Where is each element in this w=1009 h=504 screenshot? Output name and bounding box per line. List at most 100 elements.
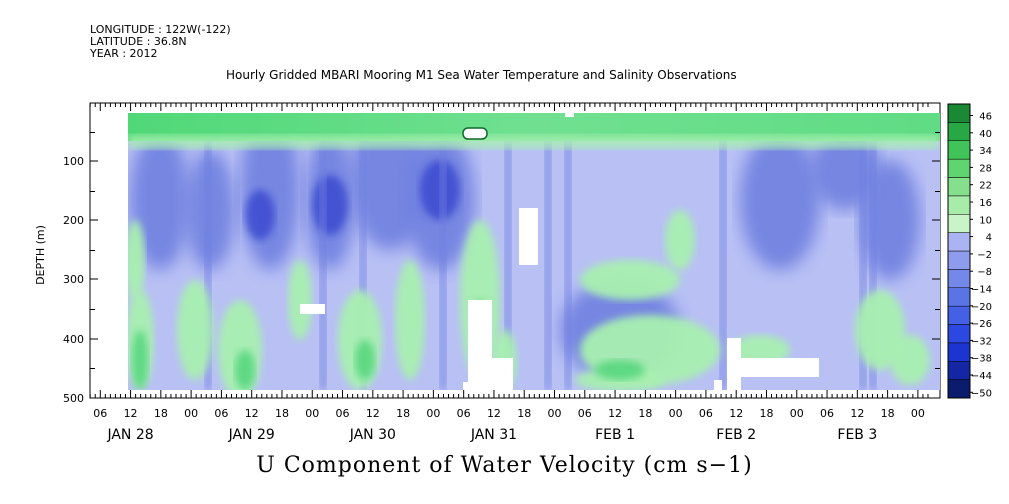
x-day-label: FEB 2 — [716, 427, 756, 443]
colorbar-label: 16 — [979, 198, 992, 209]
colorbar-swatch — [947, 122, 971, 141]
colorbar-swatch — [947, 379, 971, 399]
x-tick-label: 00 — [669, 407, 683, 420]
low-velocity-region — [860, 160, 920, 280]
x-tick-label: 18 — [396, 407, 410, 420]
y-tick-label: 300 — [63, 273, 84, 286]
colorbar-label: 10 — [979, 215, 992, 226]
colorbar-swatch — [947, 177, 971, 197]
positive-velocity-region — [395, 260, 425, 380]
missing-data-gap — [565, 113, 574, 117]
x-tick-label: 18 — [759, 407, 773, 420]
colorbar: 46 40 34 28 22 16 10 4 −2 −8 −14 −20 −26 −32 −38 −44 −50 — [947, 103, 992, 399]
x-tick-label: 18 — [638, 407, 652, 420]
x-tick-label: 00 — [305, 407, 319, 420]
x-tick-label: 00 — [548, 407, 562, 420]
missing-data-gap — [740, 358, 819, 377]
x-tick-label: 18 — [881, 407, 895, 420]
x-tick-label: 06 — [93, 407, 107, 420]
colorbar-label: 22 — [979, 181, 992, 192]
y-axis-label: DEPTH (m) — [34, 225, 47, 285]
colorbar-swatch — [947, 140, 971, 160]
colorbar-swatch — [947, 305, 971, 325]
latitude-label: LATITUDE : 36.8N — [90, 35, 187, 48]
colorbar-swatch — [947, 195, 971, 215]
colorbar-label: −32 — [971, 336, 992, 347]
low-velocity-streak — [440, 133, 446, 390]
colorbar-label: −50 — [971, 388, 992, 399]
colorbar-label: −38 — [971, 354, 992, 365]
x-day-label: JAN 29 — [228, 427, 275, 443]
low-velocity-streak — [205, 133, 211, 390]
x-tick-label: 06 — [457, 407, 471, 420]
colorbar-border — [947, 103, 971, 399]
missing-data-gap — [519, 208, 538, 265]
low-velocity-streak — [360, 133, 366, 390]
y-tick-label: 100 — [63, 155, 84, 168]
missing-data-gap — [490, 358, 513, 390]
missing-data-gap — [727, 338, 741, 390]
x-tick-label: 06 — [820, 407, 834, 420]
x-tick-label: 12 — [608, 407, 622, 420]
x-tick-label: 06 — [699, 407, 713, 420]
colorbar-swatch — [947, 269, 971, 288]
colorbar-label: −44 — [971, 371, 992, 382]
colorbar-swatch — [947, 158, 971, 178]
x-tick-label: 12 — [366, 407, 380, 420]
colorbar-label: 34 — [979, 146, 992, 157]
colorbar-label: 28 — [979, 163, 992, 174]
x-day-label: JAN 31 — [470, 427, 517, 443]
bottom-title: U Component of Water Velocity (cm s−1) — [256, 453, 753, 478]
colorbar-label: 4 — [986, 233, 992, 244]
x-tick-label: 12 — [245, 407, 259, 420]
colorbar-swatch — [947, 232, 971, 252]
low-velocity-streak — [565, 133, 571, 390]
y-tick-label: 200 — [63, 214, 84, 227]
strong-positive-region — [595, 360, 645, 380]
x-tick-label: 06 — [214, 407, 228, 420]
low-velocity-streak — [860, 133, 866, 390]
surface-transition — [128, 135, 940, 149]
colorbar-swatch — [947, 250, 971, 270]
missing-data-gap — [463, 382, 469, 390]
positive-velocity-region — [890, 335, 930, 385]
low-velocity-region — [740, 130, 820, 270]
x-tick-label: 18 — [517, 407, 531, 420]
y-tick-label: 400 — [63, 333, 84, 346]
x-day-label: FEB 3 — [837, 427, 877, 443]
positive-velocity-region — [580, 260, 680, 300]
x-tick-label: 06 — [578, 407, 592, 420]
colorbar-label: 40 — [979, 129, 992, 140]
positive-velocity-region — [665, 210, 695, 270]
low-velocity-region — [130, 130, 190, 270]
strong-positive-region — [235, 350, 255, 390]
strong-positive-region — [132, 330, 148, 390]
minimum-velocity-region — [312, 175, 348, 235]
positive-velocity-region — [730, 335, 790, 365]
low-velocity-streak — [870, 133, 876, 390]
low-velocity-streak — [545, 133, 551, 390]
x-tick-label: 18 — [275, 407, 289, 420]
x-tick-label: 12 — [487, 407, 501, 420]
missing-data-gap — [300, 304, 325, 314]
low-velocity-streak — [720, 133, 726, 390]
x-day-label: JAN 30 — [349, 427, 396, 443]
y-tick-label: 500 — [63, 392, 84, 405]
x-tick-label: 18 — [154, 407, 168, 420]
missing-data-gap — [468, 300, 492, 390]
minimum-velocity-region — [245, 190, 275, 240]
colorbar-label: −8 — [977, 267, 992, 278]
x-tick-label: 00 — [184, 407, 198, 420]
chart-title: Hourly Gridded MBARI Mooring M1 Sea Wate… — [226, 68, 737, 82]
colorbar-swatch — [947, 214, 971, 233]
colorbar-label: −20 — [971, 302, 992, 313]
colorbar-swatch — [947, 324, 971, 344]
x-day-label: FEB 1 — [595, 427, 635, 443]
x-tick-label: 06 — [336, 407, 350, 420]
heatmap-field — [128, 113, 940, 390]
strong-positive-region — [355, 340, 375, 380]
positive-velocity-region — [288, 260, 312, 340]
x-tick-label: 00 — [911, 407, 925, 420]
colorbar-label: −14 — [971, 285, 992, 296]
